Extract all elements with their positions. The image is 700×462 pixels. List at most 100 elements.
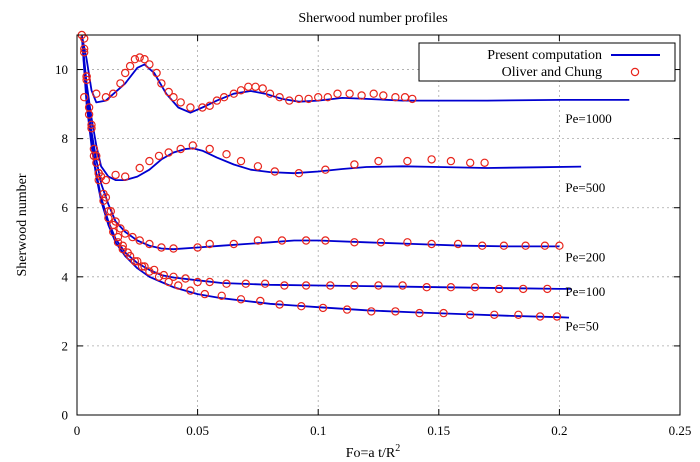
reference-point-pe-50: [104, 206, 113, 216]
reference-point-pe-1000: [152, 68, 161, 78]
reference-point-pe-500: [120, 172, 130, 181]
reference-point-pe-100: [543, 284, 552, 294]
x-tick-label: 0.25: [669, 423, 692, 438]
reference-point-pe-100: [374, 281, 383, 290]
reference-point-pe-200: [145, 239, 154, 249]
reference-point-pe-100: [149, 265, 159, 275]
reference-point-pe-500: [403, 156, 412, 166]
reference-point-pe-50: [466, 310, 475, 319]
reference-point-pe-100: [398, 281, 407, 290]
reference-point-pe-50: [367, 307, 376, 316]
reference-point-pe-200: [453, 239, 463, 249]
reference-point-pe-500: [145, 156, 154, 166]
reference-point-pe-500: [321, 165, 330, 174]
reference-point-pe-1000: [125, 61, 135, 71]
reference-point-pe-500: [480, 158, 489, 167]
reference-point-pe-1000: [229, 89, 238, 98]
curve-label: Pe=500: [565, 180, 605, 195]
reference-point-pe-500: [135, 163, 144, 173]
computation-line-pe-500: [80, 34, 582, 181]
reference-point-pe-100: [470, 283, 480, 292]
reference-point-pe-200: [499, 241, 509, 250]
reference-point-pe-1000: [92, 89, 101, 98]
reference-point-pe-500: [270, 167, 279, 176]
reference-point-pe-1000: [212, 96, 222, 105]
reference-point-pe-1000: [116, 79, 125, 88]
reference-point-pe-200: [253, 236, 263, 245]
reference-point-pe-50: [415, 308, 424, 318]
x-tick-label: 0.1: [310, 423, 326, 438]
reference-point-pe-100: [446, 283, 456, 292]
reference-point-pe-50: [217, 291, 226, 300]
reference-point-pe-1000: [275, 92, 284, 102]
reference-point-pe-50: [200, 289, 209, 299]
reference-point-pe-1000: [251, 82, 260, 92]
reference-point-pe-200: [540, 241, 550, 250]
reference-point-pe-50: [318, 303, 328, 313]
reference-point-pe-50: [236, 295, 246, 304]
y-tick-label: 4: [62, 269, 69, 284]
reference-point-pe-50: [514, 310, 523, 319]
reference-point-pe-1000: [176, 98, 185, 107]
reference-point-pe-1000: [265, 89, 275, 98]
reference-point-pe-200: [79, 44, 89, 54]
legend-marker-sample: [630, 67, 640, 77]
reference-point-pe-500: [222, 149, 231, 159]
reference-point-pe-50: [342, 305, 352, 314]
x-tick-label: 0.05: [186, 423, 209, 438]
reference-point-pe-200: [169, 244, 178, 253]
reference-point-pe-1000: [79, 92, 89, 102]
reference-point-pe-100: [181, 274, 190, 283]
reference-point-pe-200: [120, 229, 130, 238]
reference-point-pe-200: [427, 239, 436, 249]
reference-point-pe-1000: [169, 92, 178, 102]
reference-point-pe-1000: [219, 92, 229, 102]
reference-point-pe-50: [113, 232, 123, 242]
reference-point-pe-200: [128, 232, 137, 242]
reference-point-pe-1000: [236, 86, 246, 95]
reference-point-pe-200: [205, 239, 214, 249]
reference-point-pe-1000: [408, 94, 417, 104]
reference-point-pe-100: [422, 283, 431, 292]
curve-label: Pe=200: [565, 249, 605, 264]
reference-point-pe-1000: [357, 91, 366, 100]
reference-point-pe-1000: [120, 68, 130, 78]
reference-point-pe-100: [280, 281, 289, 290]
x-ticks: 0 0.05 0.1 0.15 0.2 0.25: [74, 35, 692, 438]
computation-line-pe-1000: [80, 34, 630, 114]
reference-point-pe-1000: [323, 92, 332, 102]
computation-line-pe-200: [80, 34, 560, 251]
reference-point-pe-50: [552, 312, 562, 321]
reference-point-pe-1000: [205, 101, 214, 111]
reference-point-pe-100: [133, 257, 142, 266]
reference-point-pe-500: [253, 162, 263, 171]
reference-point-pe-200: [555, 241, 564, 250]
reference-point-pe-1000: [164, 87, 173, 97]
plot-frame: [76, 34, 681, 416]
reference-point-pe-1000: [258, 84, 267, 93]
x-axis-label: Fo=a t/R2: [346, 443, 401, 461]
grid: [77, 35, 680, 415]
reference-point-pe-1000: [391, 92, 400, 102]
reference-point-pe-1000: [304, 94, 313, 104]
reference-point-pe-200: [478, 241, 487, 250]
reference-point-pe-500: [350, 160, 359, 169]
reference-point-pe-1000: [157, 79, 166, 88]
reference-point-pe-500: [164, 148, 173, 157]
reference-point-pe-1000: [369, 89, 378, 98]
reference-point-pe-50: [94, 168, 103, 178]
reference-point-pe-1000: [285, 96, 294, 105]
reference-point-pe-50: [535, 312, 545, 321]
reference-point-pe-50: [490, 310, 499, 319]
reference-point-pe-50: [123, 248, 132, 257]
reference-point-pe-50: [439, 308, 448, 318]
x-axis-label-text: Fo=a t/R: [346, 446, 396, 461]
reference-point-pe-200: [229, 239, 238, 249]
reference-point-pe-50: [99, 189, 108, 199]
reference-point-pe-1000: [314, 92, 323, 102]
curve-label: Pe=1000: [565, 111, 611, 126]
reference-point-pe-500: [236, 156, 246, 166]
reference-point-pe-500: [205, 144, 214, 154]
reference-point-pe-50: [164, 277, 173, 287]
